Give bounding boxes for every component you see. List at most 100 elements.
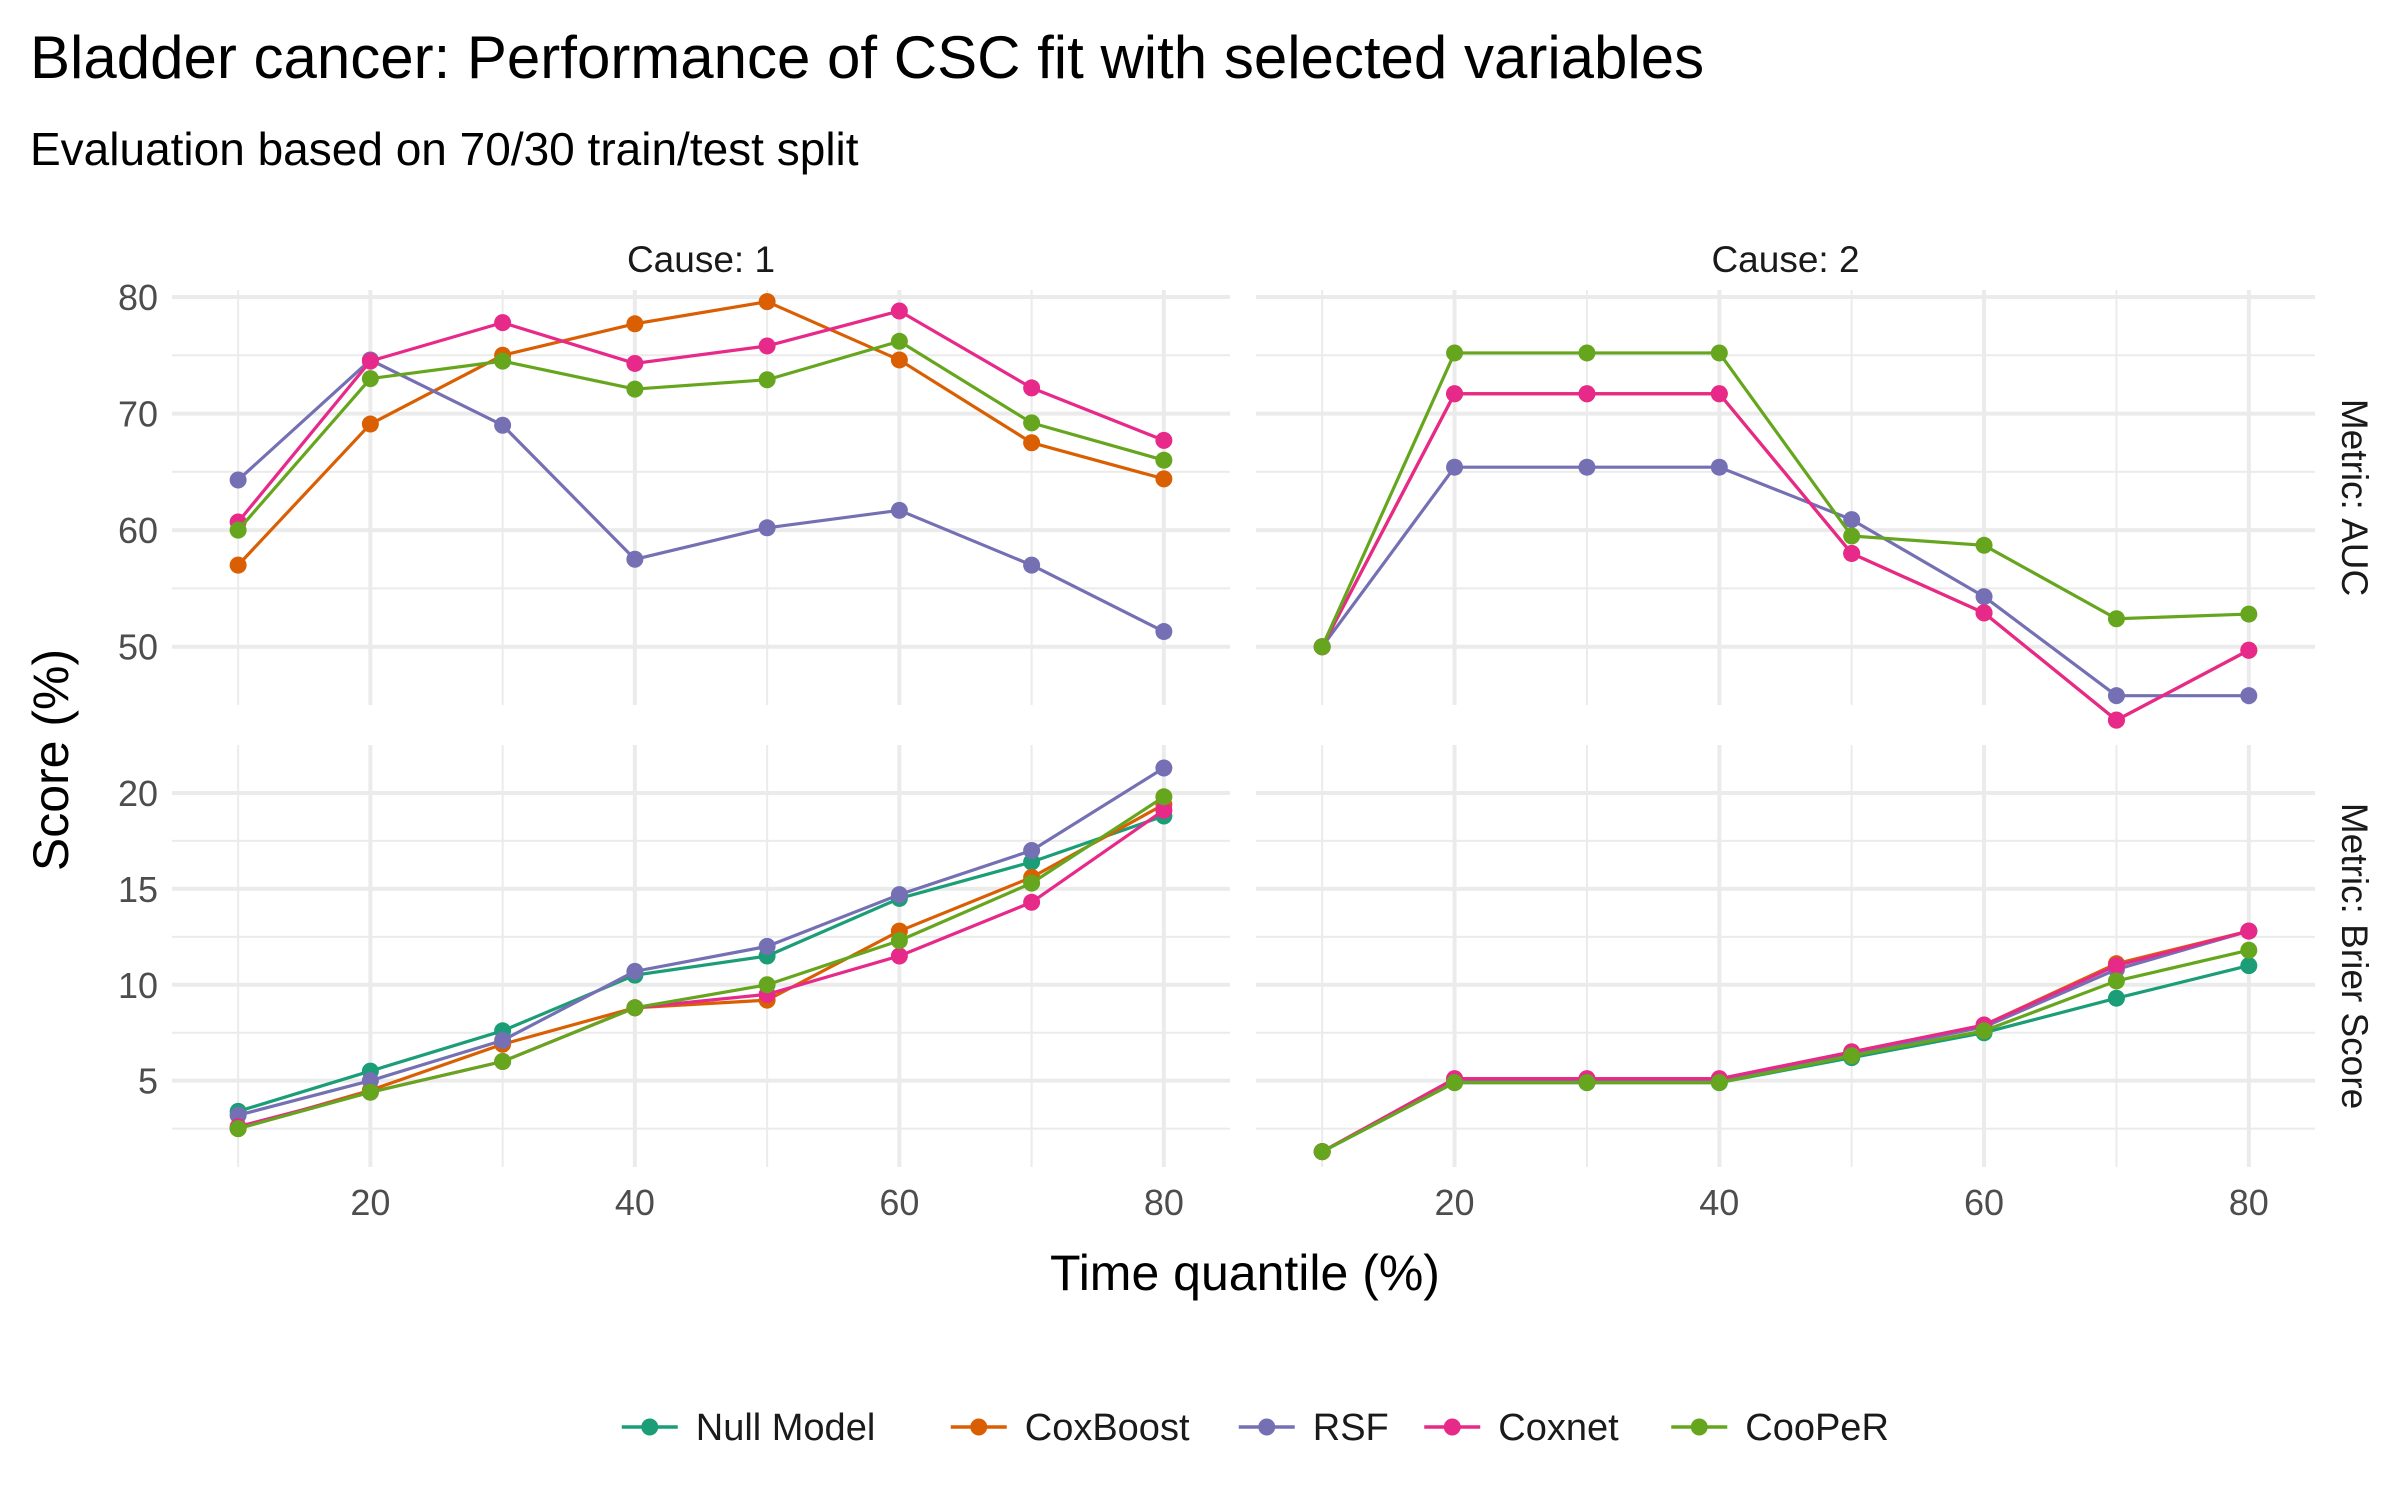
data-point-null-model	[2240, 957, 2258, 975]
data-point-coxnet	[2107, 957, 2125, 975]
data-point-cooper	[1975, 536, 1993, 554]
data-point-coxnet	[1578, 385, 1596, 403]
data-point-coxnet	[890, 302, 908, 320]
x-tick-label: 80	[2229, 1182, 2269, 1223]
strip-label-metric-auc: Metric: AUC	[2334, 399, 2375, 596]
legend-label-coxboost: CoxBoost	[1025, 1407, 1190, 1449]
data-point-coxboost	[361, 415, 379, 433]
data-point-rsf	[1155, 759, 1173, 777]
data-point-coxnet	[758, 337, 776, 355]
data-point-cooper	[626, 999, 644, 1017]
data-point-coxnet	[1023, 379, 1041, 397]
data-point-cooper	[1975, 1022, 1993, 1040]
y-tick-label: 60	[118, 510, 158, 551]
data-point-cooper	[1023, 414, 1041, 432]
data-point-coxnet	[1975, 604, 1993, 622]
data-point-rsf	[1710, 458, 1728, 476]
data-point-rsf	[2107, 687, 2125, 705]
legend-label-cooper: CooPeR	[1745, 1407, 1889, 1449]
data-point-cooper	[494, 352, 512, 370]
data-point-coxboost	[1155, 470, 1173, 488]
panel-metric-auc-cause-2	[1256, 290, 2315, 729]
data-point-cooper	[1313, 1143, 1331, 1161]
data-point-coxboost	[890, 351, 908, 369]
data-point-cooper	[1446, 1074, 1464, 1092]
data-point-rsf	[890, 886, 908, 904]
series-line-rsf	[237, 358, 1165, 633]
data-point-cooper	[1023, 874, 1041, 892]
series-line-coxboost	[237, 803, 1165, 1131]
legend: Null Model CoxBoost RSF Coxnet CooPeR	[621, 1407, 1889, 1449]
x-tick-label: 60	[879, 1182, 919, 1223]
data-point-rsf	[1578, 458, 1596, 476]
data-point-rsf	[1446, 458, 1464, 476]
data-point-rsf	[626, 962, 644, 980]
chart-title: Bladder cancer: Performance of CSC fit w…	[30, 24, 1704, 91]
x-tick-label: 60	[1964, 1182, 2004, 1223]
data-point-coxboost	[758, 293, 776, 311]
series-line-cooper	[236, 339, 1165, 532]
y-tick-label: 15	[118, 869, 158, 910]
x-tick-label: 40	[615, 1182, 655, 1223]
data-point-cooper	[626, 380, 644, 398]
data-point-rsf	[758, 937, 776, 955]
data-point-rsf	[626, 550, 644, 568]
series-line-coxnet	[1321, 929, 2250, 1154]
data-point-cooper	[1578, 344, 1596, 362]
data-point-coxnet	[1843, 544, 1861, 562]
data-point-cooper	[1155, 451, 1173, 469]
data-point-cooper	[890, 932, 908, 950]
data-point-coxnet	[2240, 641, 2258, 659]
series-line-cooper	[1320, 351, 2249, 648]
data-point-coxnet	[1023, 893, 1041, 911]
series-line-rsf	[1321, 929, 2250, 1154]
y-tick-label: 70	[118, 394, 158, 435]
data-point-coxboost	[229, 556, 247, 574]
series-line-coxnet	[1320, 392, 2250, 722]
data-point-rsf	[1023, 556, 1041, 574]
series-line-rsf	[237, 766, 1165, 1117]
x-tick-label: 20	[1435, 1182, 1475, 1223]
legend-key-point-coxnet	[1443, 1418, 1461, 1436]
legend-key-point-coxboost	[970, 1418, 988, 1436]
data-point-cooper	[2107, 972, 2125, 990]
data-point-coxnet	[1710, 385, 1728, 403]
facet-panels: Cause: 1 Cause: 2 Metric: AUC 50 60 70 80 Metri…	[118, 239, 2375, 1223]
data-point-cooper	[1710, 1074, 1728, 1092]
data-point-cooper	[890, 332, 908, 350]
panel-metric-brier-score-cause-2: 20 40 60 80	[1256, 745, 2315, 1223]
x-axis-title: Time quantile (%)	[1050, 1245, 1440, 1301]
data-point-rsf	[1975, 588, 1993, 606]
data-point-cooper	[1446, 344, 1464, 362]
y-tick-label: 50	[118, 627, 158, 668]
strip-label-cause-2: Cause: 2	[1711, 239, 1859, 280]
data-point-coxnet	[890, 947, 908, 965]
data-point-rsf	[494, 1031, 512, 1049]
y-tick-label: 80	[118, 277, 158, 318]
y-axis-title: Score (%)	[23, 649, 79, 871]
data-point-cooper	[2240, 941, 2258, 959]
legend-key-point-cooper	[1690, 1418, 1708, 1436]
series-line-coxboost	[236, 300, 1165, 567]
data-point-cooper	[2107, 610, 2125, 628]
strip-label-cause-1: Cause: 1	[627, 239, 775, 280]
panel-metric-auc-cause-1: 50 60 70 80	[118, 277, 1230, 705]
legend-label-coxnet: Coxnet	[1498, 1407, 1619, 1449]
series-line-rsf	[1320, 465, 2249, 698]
x-tick-label: 80	[1144, 1182, 1184, 1223]
data-point-coxnet	[2107, 711, 2125, 729]
data-point-cooper	[229, 521, 247, 539]
panel-metric-brier-score-cause-1: 5 10 15 20 20 40 60 80	[118, 745, 1230, 1223]
data-point-rsf	[758, 519, 776, 537]
data-point-cooper	[1578, 1074, 1596, 1092]
strip-label-metric-brier-score: Metric: Brier Score	[2334, 803, 2375, 1109]
legend-item-coxboost: CoxBoost	[950, 1407, 1190, 1449]
series-line-coxnet	[236, 309, 1165, 523]
series-line-cooper	[237, 795, 1165, 1131]
legend-key-point-null-model	[641, 1418, 659, 1436]
data-point-coxnet	[494, 314, 512, 332]
legend-label-rsf: RSF	[1313, 1407, 1389, 1449]
x-tick-label: 20	[350, 1182, 390, 1223]
legend-item-null-model: Null Model	[621, 1407, 875, 1449]
